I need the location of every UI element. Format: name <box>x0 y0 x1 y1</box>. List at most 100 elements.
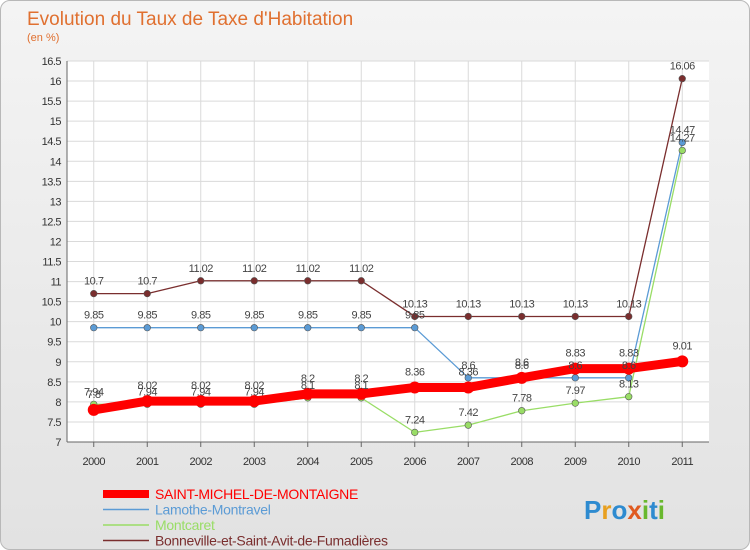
x-tick-label: 2011 <box>671 456 693 468</box>
data-point <box>622 362 635 375</box>
x-tick-label: 2001 <box>136 456 159 468</box>
data-label: 10.13 <box>456 298 481 310</box>
brand-text: Proxiti <box>584 495 665 525</box>
y-tick-label: 10.5 <box>42 297 62 309</box>
x-tick-label: 2006 <box>404 456 427 468</box>
data-label: 10.13 <box>402 298 427 310</box>
data-label: 8.02 <box>245 380 265 392</box>
data-labels: 10.7 10.7 11.02 11.02 11.02 11.02 10.13 10.13 10… <box>84 61 696 427</box>
data-label: 7.8 <box>87 389 101 401</box>
series-line-3 <box>93 77 683 318</box>
brand-letter: x <box>627 495 642 525</box>
data-label: 9.01 <box>673 340 693 352</box>
data-point <box>678 75 686 83</box>
data-label: 7.78 <box>512 393 532 405</box>
y-tick-label: 11 <box>51 277 62 289</box>
y-tick-label: 12.5 <box>42 216 62 228</box>
data-label: 10.13 <box>509 298 534 310</box>
brand-letter: i <box>642 495 649 525</box>
x-tick-label: 2000 <box>83 456 106 468</box>
data-label: 8.6 <box>461 360 475 372</box>
data-label: 9.85 <box>298 310 318 322</box>
data-point <box>301 387 314 400</box>
data-point <box>625 312 633 321</box>
legend-entry: SAINT-MICHEL-DE-MONTAIGNE <box>155 486 358 502</box>
data-label: 10.13 <box>563 298 588 310</box>
data-point <box>248 395 261 408</box>
data-label: 9.85 <box>352 310 372 322</box>
x-tick-label: 2003 <box>243 456 266 468</box>
data-point <box>678 146 686 155</box>
data-point <box>408 381 421 394</box>
data-label: 8.2 <box>354 373 368 385</box>
grid <box>67 60 709 443</box>
y-tick-label: 9 <box>55 357 61 369</box>
data-point <box>571 312 579 321</box>
data-point <box>464 312 472 321</box>
brand-letter: i <box>658 495 665 525</box>
y-tick-label: 8 <box>55 397 61 409</box>
data-point <box>462 381 475 394</box>
legend-entry: Bonneville-et-Saint-Avit-de-Fumadières <box>155 533 388 549</box>
data-label: 7.97 <box>566 385 586 397</box>
data-label: 8.36 <box>405 366 425 378</box>
data-label: 11.02 <box>349 263 374 275</box>
data-label: 9.85 <box>138 310 158 322</box>
data-label: 8.36 <box>459 366 479 378</box>
data-label: 8.6 <box>568 360 582 372</box>
data-label: 8.1 <box>301 380 315 392</box>
y-tick-label: 7.5 <box>47 417 61 429</box>
data-label: 10.7 <box>138 276 158 288</box>
y-tick-label: 16.5 <box>42 56 62 68</box>
data-point <box>197 277 205 285</box>
y-tick-label: 15.5 <box>42 96 62 108</box>
data-point <box>518 312 526 321</box>
brand-letter: P <box>584 495 601 525</box>
data-label: 7.94 <box>191 386 211 398</box>
data-point <box>569 362 582 375</box>
series-line-0 <box>89 356 687 415</box>
chart-subtitle: (en %) <box>27 32 59 44</box>
data-label: 8.6 <box>515 357 529 369</box>
data-label: 9.85 <box>191 310 211 322</box>
y-tick-label: 14.5 <box>42 136 62 148</box>
legend-entry: Lamothe-Montravel <box>155 502 271 518</box>
x-tick-label: 2010 <box>618 456 641 468</box>
data-label: 11.02 <box>242 263 267 275</box>
data-point <box>515 371 528 384</box>
y-tick-label: 16 <box>50 76 62 88</box>
data-label: 16.06 <box>670 61 695 73</box>
data-label: 10.7 <box>84 276 104 288</box>
data-point <box>141 395 154 408</box>
data-point <box>625 393 633 401</box>
y-tick-label: 13 <box>50 196 62 208</box>
axes: 7 7.5 8 8.5 9 9.5 10 10.5 11 11.5 12 12.5 13 13.5 14 14… <box>42 56 709 468</box>
data-point <box>250 324 258 332</box>
data-point <box>87 403 100 416</box>
brand-letter: t <box>649 495 658 525</box>
brand-letter: o <box>611 495 627 525</box>
y-tick-label: 14 <box>50 156 62 168</box>
data-point <box>464 374 472 382</box>
data-point <box>304 277 312 285</box>
data-point <box>571 399 579 407</box>
y-tick-label: 11.5 <box>42 257 61 269</box>
data-point <box>411 324 419 332</box>
data-point <box>411 428 419 436</box>
y-tick-label: 7 <box>55 437 61 449</box>
data-point <box>571 374 579 382</box>
x-tick-label: 2005 <box>350 456 373 468</box>
data-label: 11.02 <box>189 263 214 275</box>
data-label: 7.94 <box>84 386 104 398</box>
data-label: 11.02 <box>296 263 321 275</box>
data-label: 8.6 <box>515 360 529 372</box>
y-tick-label: 9.5 <box>47 337 61 349</box>
data-point <box>197 324 205 332</box>
series-lines <box>87 75 689 436</box>
data-label: 7.94 <box>245 386 265 398</box>
x-tick-label: 2002 <box>190 456 213 468</box>
data-label: 8.13 <box>619 379 639 391</box>
data-point <box>676 355 689 368</box>
data-label: 7.42 <box>459 407 479 419</box>
